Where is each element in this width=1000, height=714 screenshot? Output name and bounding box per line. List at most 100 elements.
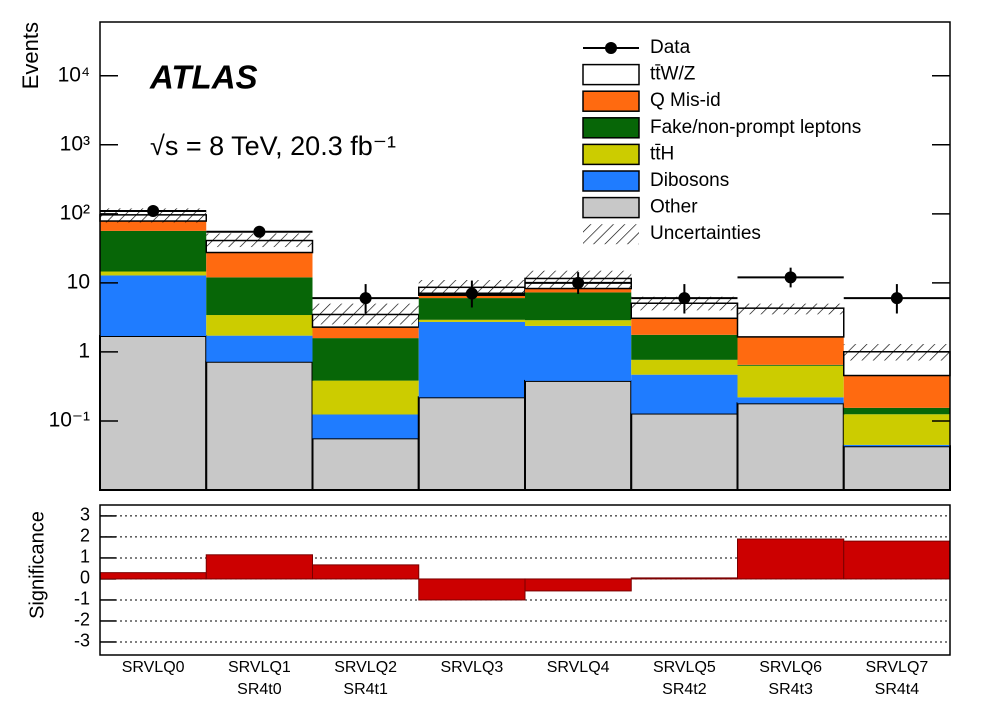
legend-swatch <box>582 170 640 192</box>
y-tick-label: -2 <box>74 610 90 630</box>
stack-segment <box>100 230 207 272</box>
legend-swatch <box>582 143 640 166</box>
y-axis-title: Events <box>18 22 43 89</box>
stack-segment <box>737 365 844 398</box>
stack-segment <box>631 318 738 335</box>
stack-segment <box>630 412 739 492</box>
legend-label: Uncertainties <box>650 223 761 244</box>
legend-swatch <box>582 117 640 139</box>
stack-segment <box>312 327 419 339</box>
stack-segment <box>524 379 633 491</box>
data-point <box>678 292 691 305</box>
significance-bar <box>99 572 207 580</box>
stack-segment <box>418 321 525 398</box>
significance-bar <box>312 564 420 580</box>
plot-area <box>99 204 951 492</box>
stack-segment <box>206 315 313 336</box>
x-tick-label: SR4t0 <box>237 681 282 698</box>
stack-segment <box>312 414 419 439</box>
significance-bar <box>524 578 632 592</box>
significance-bar <box>843 540 951 580</box>
legend-marker <box>605 42 617 54</box>
stack-segment <box>311 437 420 491</box>
stack-segment <box>206 277 313 316</box>
y-tick-label: -1 <box>74 589 90 609</box>
legend-label: Other <box>650 197 698 218</box>
legend-swatch <box>582 90 640 112</box>
data-point <box>784 271 797 284</box>
legend-label: Dibosons <box>650 170 729 191</box>
y-tick-label: 3 <box>80 505 90 525</box>
data-point <box>890 292 903 305</box>
legend-label: tt̄H <box>650 143 674 164</box>
stack-segment <box>631 334 738 360</box>
frame <box>99 21 951 491</box>
y-tick-label: 10² <box>60 201 90 224</box>
stack-segment <box>737 397 844 404</box>
uncertainty-band <box>843 344 950 361</box>
stack-segment <box>205 360 314 491</box>
y-tick-label: 0 <box>80 568 90 588</box>
y-tick-label: 10⁻¹ <box>49 409 90 432</box>
uncertainty-band <box>737 303 844 315</box>
y-tick-label: 10 <box>67 270 90 293</box>
stack-segment <box>206 252 313 278</box>
data-point <box>359 292 372 305</box>
y-tick-label: 2 <box>80 526 90 546</box>
significance-bar <box>205 554 313 580</box>
x-tick-label: SRVLQ3 <box>440 659 503 676</box>
legend-label: Q Mis-id <box>650 90 721 111</box>
stack-segment <box>631 359 738 375</box>
energy-label: √s = 8 TeV, 20.3 fb⁻¹ <box>150 131 396 161</box>
data-point <box>465 287 478 300</box>
legend-swatch <box>582 196 640 219</box>
stack-segment <box>842 445 951 491</box>
stack-segment <box>206 335 313 362</box>
x-tick-label: SRVLQ1 <box>228 659 291 676</box>
data-point <box>572 276 585 289</box>
significance-bar <box>630 577 738 580</box>
significance-bar <box>418 578 526 601</box>
x-tick-label: SRVLQ6 <box>759 659 822 676</box>
stack-segment <box>843 375 950 408</box>
legend-label: tt̄W/Z <box>650 64 696 85</box>
legend-swatch <box>582 63 640 86</box>
stack-segment <box>525 292 632 321</box>
stack-segment <box>525 320 632 326</box>
stack-segment <box>312 338 419 381</box>
frame <box>99 504 951 656</box>
stack-segment <box>418 298 525 320</box>
x-tick-label: SR4t2 <box>662 681 707 698</box>
stack-segment <box>737 364 844 366</box>
x-tick-label: SRVLQ2 <box>334 659 397 676</box>
y-tick-label: -3 <box>74 631 90 651</box>
stack-segment <box>418 319 525 322</box>
stack-segment <box>736 402 845 491</box>
stack-segment <box>843 414 950 445</box>
data-point <box>253 225 266 238</box>
stack-segment <box>100 275 207 336</box>
stack-segment <box>312 380 419 415</box>
x-tick-label: SRVLQ4 <box>547 659 610 676</box>
x-tick-label: SRVLQ7 <box>865 659 928 676</box>
stack-segment <box>737 336 844 365</box>
legend-label: Fake/non-prompt leptons <box>650 117 861 138</box>
data-point <box>147 204 160 217</box>
uncertainty-band <box>206 233 313 248</box>
stack-segment <box>525 325 632 381</box>
x-tick-label: SRVLQ5 <box>653 659 716 676</box>
stack-segment <box>99 334 208 491</box>
stack-segment <box>843 444 950 447</box>
stack-segment <box>100 221 207 231</box>
x-tick-label: SR4t1 <box>343 681 388 698</box>
legend-swatch <box>583 224 639 245</box>
y-tick-label: 10⁴ <box>58 63 90 86</box>
uncertainty-band <box>312 303 419 325</box>
x-tick-label: SR4t4 <box>875 681 920 698</box>
legend-label: Data <box>650 37 691 58</box>
x-tick-label: SR4t3 <box>768 681 813 698</box>
experiment-label: ATLAS <box>149 59 258 96</box>
y-tick-label: 1 <box>80 547 90 567</box>
y-tick-label: 10³ <box>60 132 90 155</box>
